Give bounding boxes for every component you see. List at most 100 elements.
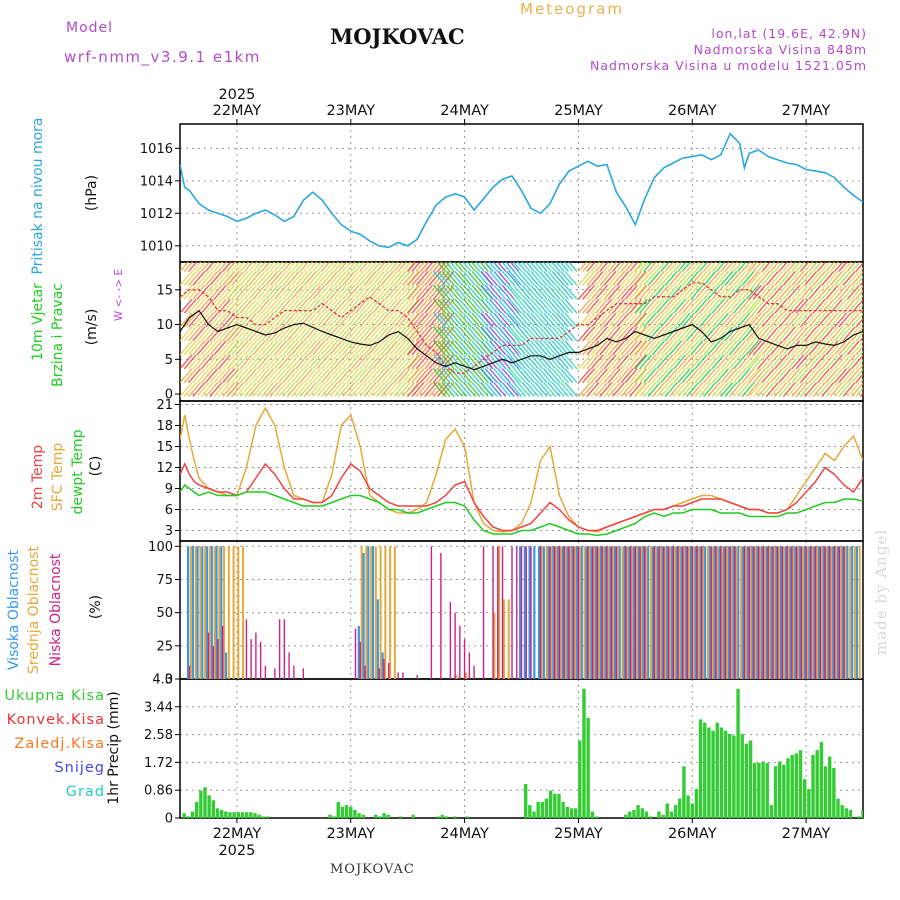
wind-barb	[534, 382, 548, 398]
wind-barb	[401, 312, 415, 328]
wind-barb	[804, 262, 814, 272]
wind-barb	[664, 368, 678, 384]
precip-bar	[698, 719, 703, 818]
wind-barb	[851, 284, 863, 300]
wind-barb	[624, 284, 638, 300]
wind-barb	[752, 382, 766, 398]
wind-barb	[295, 382, 309, 398]
wind-barb	[363, 368, 377, 384]
wind-barb	[859, 294, 863, 300]
wind-barb	[239, 368, 253, 384]
wind-barb	[501, 298, 515, 314]
wind-barb	[547, 284, 561, 300]
wind-barb	[458, 382, 472, 398]
wind-barb	[599, 298, 613, 314]
wind-barb	[834, 368, 848, 384]
wind-barb	[213, 340, 227, 356]
wind-barb	[530, 298, 544, 314]
wind-barb	[741, 262, 752, 272]
wind-barb	[782, 262, 793, 272]
wind-barb	[612, 354, 626, 370]
wind-barb	[808, 270, 822, 286]
wind-barb	[471, 312, 485, 328]
wind-barb	[303, 262, 314, 272]
wind-barb	[715, 340, 729, 356]
wind-barb	[551, 312, 565, 328]
wind-barb	[397, 382, 411, 398]
wind-barb	[757, 368, 771, 384]
wind-barb	[673, 270, 687, 286]
precip-bar	[861, 809, 863, 818]
cloud-bar-high	[699, 546, 702, 679]
wind-barb	[651, 312, 665, 328]
wind-barb	[325, 354, 339, 370]
wind-barb	[513, 312, 527, 328]
wind-barb	[855, 289, 863, 300]
wind-barb	[467, 382, 481, 398]
cloud-bar-low	[696, 546, 698, 679]
cloud-bar-low	[525, 546, 527, 679]
cloud-bar-high	[191, 546, 194, 679]
wind-barb	[804, 270, 818, 286]
wind-barb	[808, 326, 822, 342]
wind-barb	[462, 326, 477, 342]
precip-legend-0: Ukupna Kisa	[4, 688, 105, 704]
wind-barb	[612, 262, 622, 272]
wind-barb	[354, 284, 369, 300]
wind-barb	[787, 326, 801, 342]
wind-barb	[724, 368, 738, 384]
wind-barb	[213, 354, 227, 370]
cloud-bar-mid	[711, 546, 714, 679]
wind-barb	[437, 382, 451, 398]
wind-barb	[350, 368, 364, 384]
precip-bar	[190, 811, 195, 818]
wind-barb	[239, 340, 253, 356]
wind-barb	[664, 382, 678, 398]
wind-barb	[200, 284, 214, 300]
wind-barb	[450, 382, 464, 398]
wind-barb	[564, 382, 578, 398]
wind-barb	[607, 382, 621, 398]
wind-barb	[342, 326, 356, 342]
wind-barb	[397, 326, 411, 342]
wind-barb	[231, 312, 245, 328]
wind-barb	[703, 340, 717, 356]
wind-barb	[774, 382, 788, 398]
wind-barb	[633, 284, 647, 300]
wind-barb	[508, 368, 523, 384]
wind-barb	[737, 368, 751, 384]
top-year-label: 2025	[218, 87, 255, 103]
precip-bar	[244, 812, 249, 818]
wind-barb	[384, 262, 395, 272]
wind-barb	[462, 312, 477, 328]
wind-barb	[517, 312, 531, 328]
wind-barb	[795, 354, 809, 370]
wind-barb	[308, 284, 322, 300]
wind-barb	[616, 312, 630, 328]
wind-barb	[846, 262, 857, 272]
wind-barb	[359, 368, 373, 384]
wind-barb	[560, 368, 574, 384]
wind-barb	[196, 382, 210, 398]
cloud-bar-low	[606, 546, 608, 679]
wind-barb	[643, 368, 657, 384]
wind-barb	[196, 326, 210, 342]
cloud-bar-high	[215, 546, 218, 679]
wind-barb	[538, 354, 552, 370]
wind-barb	[724, 270, 738, 286]
wind-barb	[290, 354, 304, 370]
wind-barb	[582, 354, 596, 370]
wind-barb	[484, 284, 498, 300]
wind-barb	[231, 368, 245, 384]
wind-barb	[534, 326, 548, 342]
wind-barb	[506, 354, 520, 370]
wind-barb	[346, 312, 360, 328]
wind-barb	[647, 382, 661, 398]
wind-barb	[415, 354, 429, 370]
wind-barb	[634, 382, 648, 398]
wind-barb	[401, 262, 412, 272]
wind-barb	[312, 270, 326, 286]
wind-barb	[462, 340, 477, 356]
wind-barb	[205, 312, 219, 328]
cloud-bar-low	[188, 665, 191, 679]
